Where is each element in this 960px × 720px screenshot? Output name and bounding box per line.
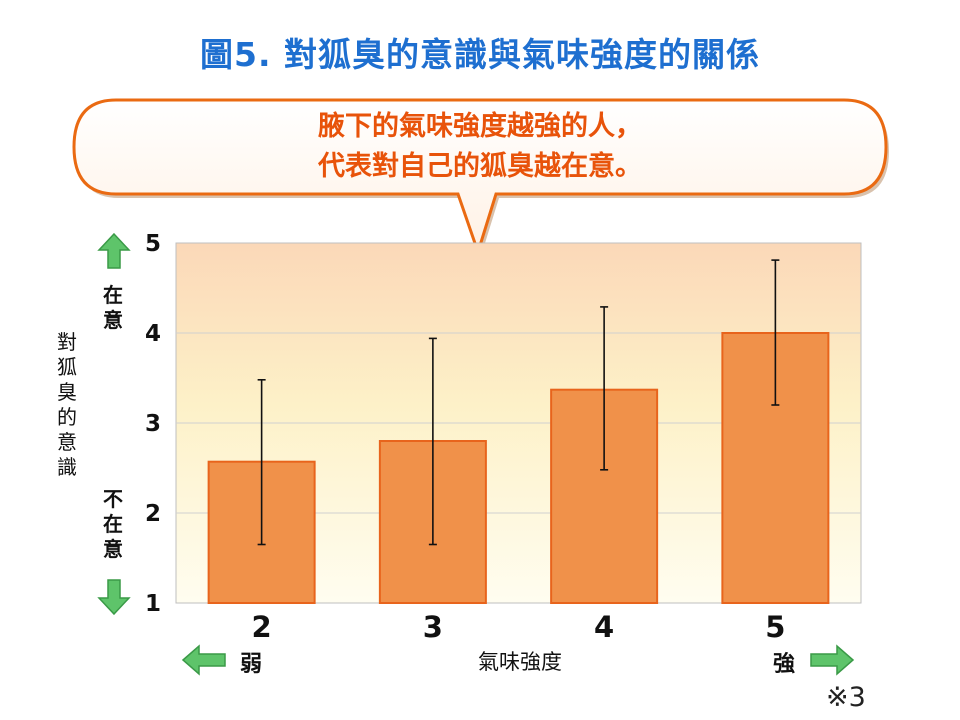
x-axis-title: 氣味強度 (478, 650, 562, 674)
y-tick-label: 3 (145, 411, 161, 437)
x-weak-label: 弱 (240, 652, 263, 677)
error-bar (771, 259, 780, 406)
y-tick-labels: 1 2 3 4 5 (145, 231, 161, 617)
error-bar (600, 306, 609, 471)
x-tick-label: 4 (594, 610, 614, 644)
y-tick-label: 2 (145, 501, 161, 527)
down-arrow-icon (97, 579, 131, 616)
y-top-label: 在意 (103, 283, 123, 332)
callout-line-2: 代表對自己的狐臭越在意。 (318, 151, 642, 182)
callout-text: 腋下的氣味強度越強的人， 代表對自己的狐臭越在意。 (110, 107, 850, 187)
x-strong-label: 強 (773, 652, 796, 677)
error-bars (257, 259, 780, 546)
error-bar (257, 378, 266, 546)
y-bottom-label: 不在意 (103, 487, 123, 561)
y-axis-title: 對狐臭的意識 (57, 330, 77, 479)
x-tick-labels: 2 3 4 5 (252, 610, 786, 644)
x-tick-label: 3 (423, 610, 443, 644)
callout-bubble (72, 98, 889, 257)
callout-line-1: 腋下的氣味強度越強的人， (318, 111, 642, 142)
x-tick-label: 5 (765, 610, 785, 644)
up-arrow-icon (97, 232, 131, 269)
y-tick-label: 5 (145, 231, 161, 257)
right-arrow-icon (810, 644, 855, 676)
y-tick-label: 4 (145, 321, 161, 347)
footnote-ref: ※3 (826, 682, 866, 713)
left-arrow-icon (181, 644, 226, 676)
chart-title: 圖5. 對狐臭的意識與氣味強度的關係 (200, 35, 760, 74)
y-tick-label: 1 (145, 591, 161, 617)
error-bar (428, 337, 437, 546)
x-tick-label: 2 (252, 610, 272, 644)
